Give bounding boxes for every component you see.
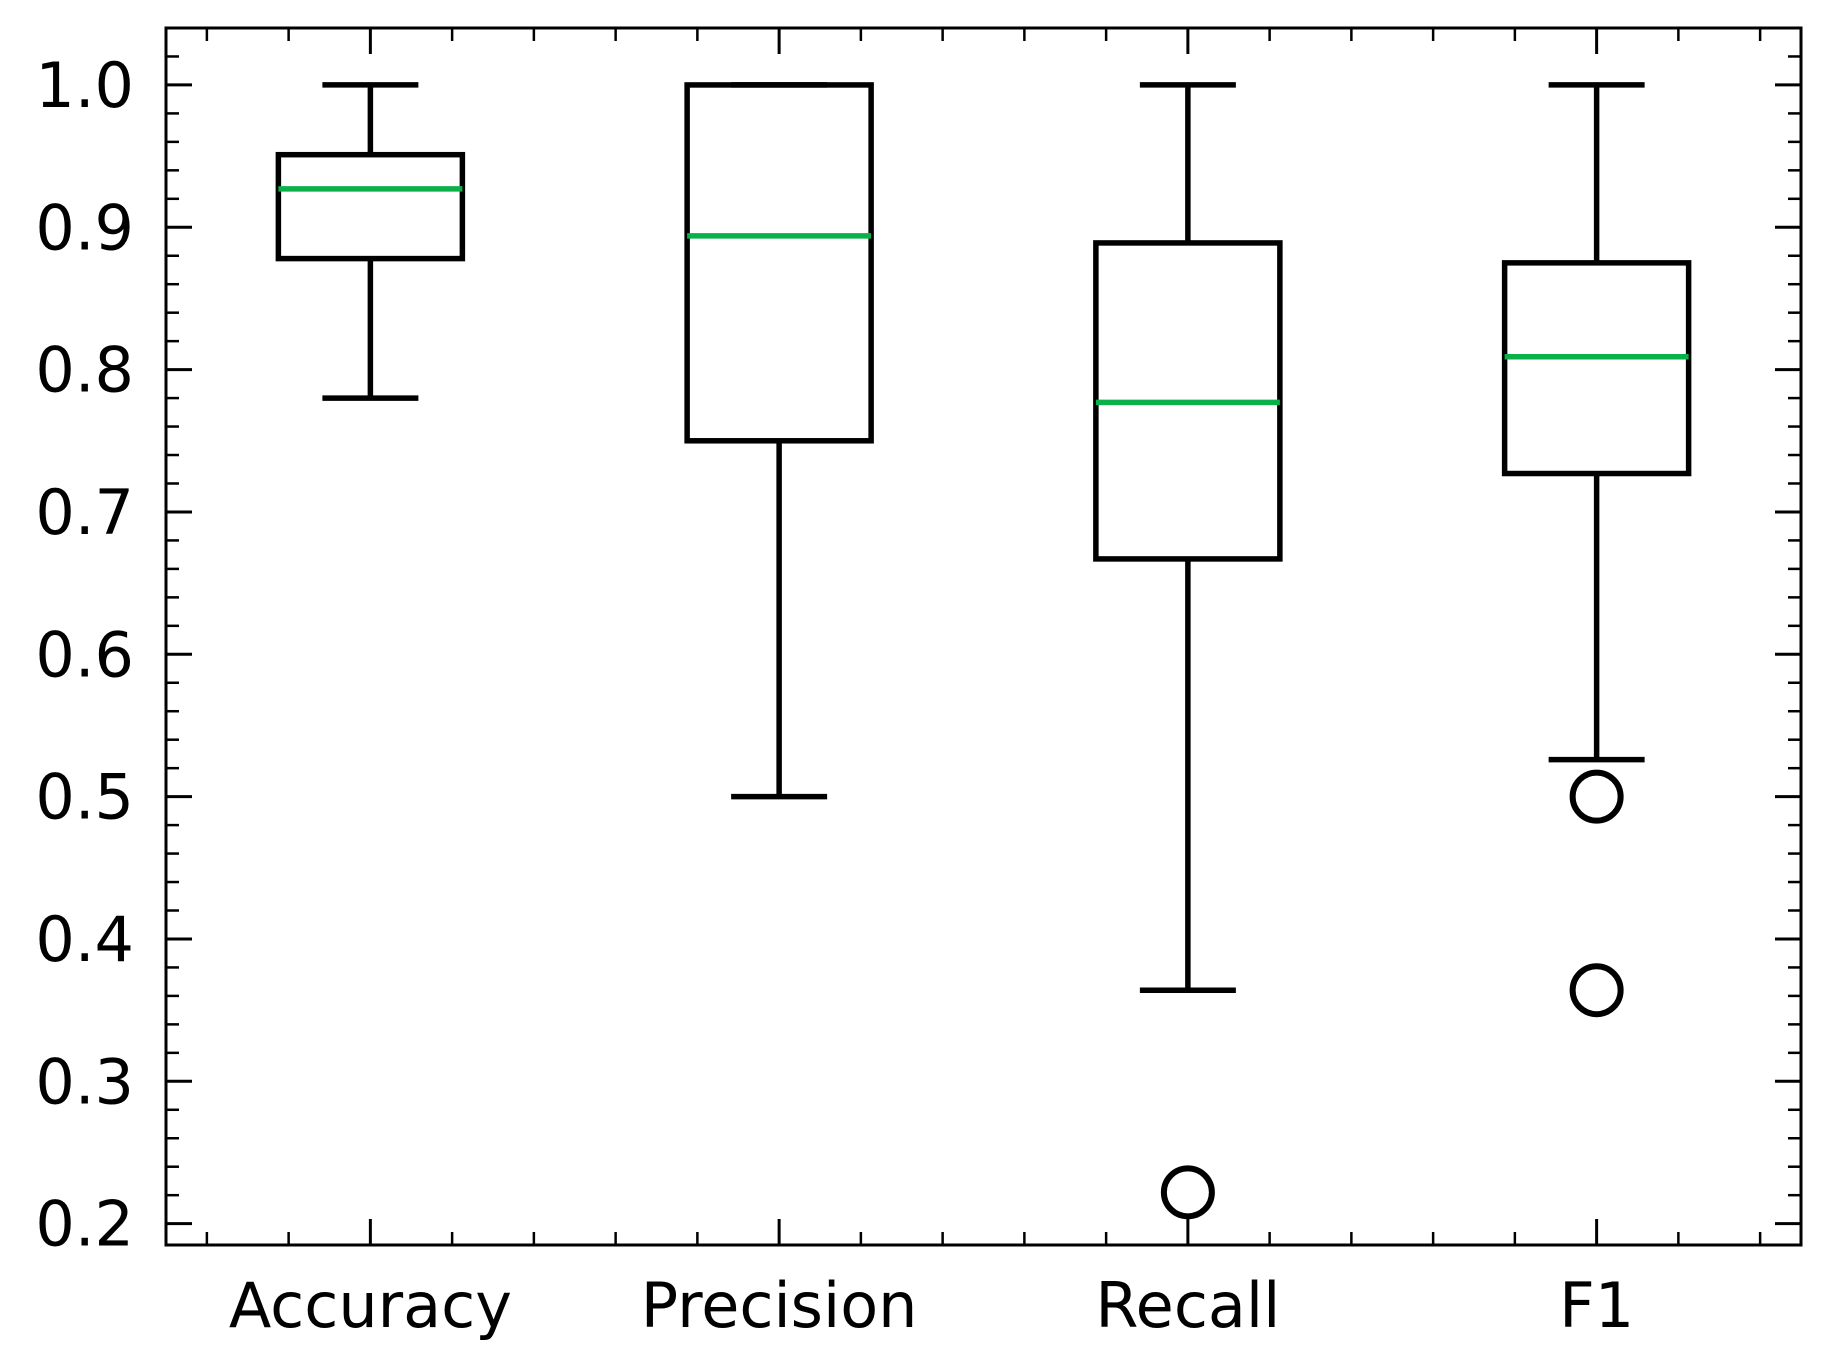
box-f1 (1501, 82, 1692, 1018)
plot-frame (164, 26, 1803, 1247)
outlier-marker (1569, 963, 1624, 1018)
y-tick-label: 0.9 (35, 191, 134, 264)
y-tick-label: 1.0 (35, 49, 134, 122)
y-tick-label: 0.3 (35, 1045, 134, 1118)
outlier-marker (1569, 769, 1624, 824)
box-accuracy (275, 82, 466, 401)
x-tick-label: Accuracy (229, 1269, 512, 1342)
x-tick-label: Recall (1095, 1269, 1280, 1342)
x-tick-label: Precision (641, 1269, 918, 1342)
y-tick-label: 0.7 (35, 476, 134, 549)
outlier-marker (1160, 1165, 1215, 1220)
plot-frame-layer (164, 26, 1803, 1247)
boxes-layer (275, 82, 1692, 1220)
labels-layer: 0.2 0.3 0.4 0.5 0.6 0.7 0.8 0.9 1.0 Accuracy Preci… (35, 49, 1634, 1342)
y-tick-label: 0.6 (35, 618, 134, 691)
box-precision (684, 82, 874, 800)
x-tick-label: F1 (1559, 1269, 1634, 1342)
iqr-box (275, 151, 466, 262)
y-tick-label: 0.8 (35, 334, 134, 407)
y-tick-label: 0.4 (35, 903, 134, 976)
y-tick-label: 0.2 (35, 1188, 134, 1261)
box-recall (1093, 82, 1283, 1220)
iqr-box (1501, 260, 1692, 477)
iqr-box (684, 82, 874, 444)
y-tick-label: 0.5 (35, 761, 134, 834)
ticks-layer (166, 26, 1801, 1245)
